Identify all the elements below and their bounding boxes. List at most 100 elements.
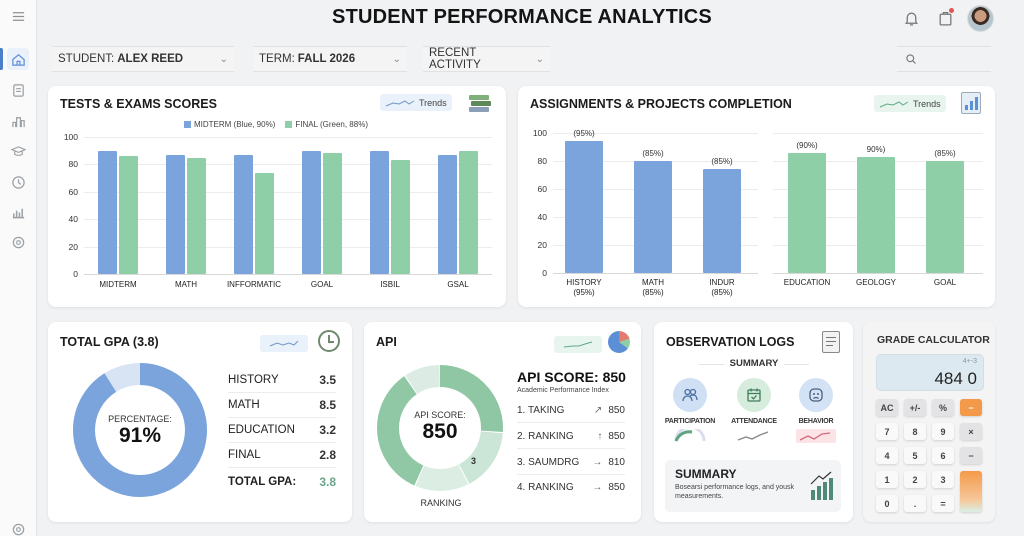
term-filter-label: TERM: — [259, 53, 295, 65]
gpa-trend-sparkline[interactable] — [260, 335, 308, 352]
trends-label: Trends — [913, 98, 941, 109]
gpa-percentage-value: 91% — [118, 424, 162, 447]
calc-key[interactable]: = — [932, 495, 954, 512]
clipboard-icon[interactable] — [935, 8, 955, 28]
bar-final[interactable] — [459, 150, 478, 274]
trend-arrow-icon: → — [592, 482, 603, 493]
bar-midterm[interactable] — [166, 154, 185, 274]
bar-value-label: (85%) — [642, 149, 664, 158]
bar-final[interactable] — [391, 160, 410, 274]
sidebar-item-bar-chart[interactable] — [7, 201, 29, 223]
calc-key[interactable]: 6 — [932, 447, 954, 464]
active-indicator — [0, 48, 3, 70]
sidebar-item-settings[interactable] — [7, 231, 29, 253]
trends-label: Trends — [419, 97, 447, 108]
search-icon — [906, 54, 916, 64]
api-segment-label: 3 — [471, 456, 477, 466]
student-filter[interactable]: STUDENT: ALEX REED ⌄ — [52, 46, 234, 72]
term-filter[interactable]: TERM: FALL 2026 ⌄ — [253, 46, 407, 72]
bar-midterm[interactable] — [370, 150, 389, 274]
bar-completion[interactable] — [788, 152, 826, 273]
calc-key[interactable]: AC — [876, 399, 898, 416]
bar-value-label: 90%) — [866, 144, 886, 154]
observation-summary-box: SUMMARY Bosearsi performance logs, and y… — [665, 460, 841, 512]
obs-participation[interactable]: PARTICIPATION — [658, 378, 722, 448]
tests-legend: MIDTERM (Blue, 90%) FINAL (Green, 88%) — [184, 120, 368, 129]
y-tick: 60 — [68, 186, 78, 197]
notification-dot — [949, 8, 954, 13]
bar-completion[interactable] — [703, 169, 741, 273]
bar-final[interactable] — [323, 153, 342, 274]
bell-icon[interactable] — [901, 8, 921, 28]
menu-icon[interactable] — [7, 5, 29, 27]
x-label: EDUCATION — [783, 278, 831, 287]
gridline — [84, 191, 492, 193]
calc-key[interactable]: 2 — [904, 471, 926, 488]
bar-final[interactable] — [119, 156, 138, 274]
x-label: MATH — [174, 280, 198, 289]
calc-key[interactable]: 9 — [932, 423, 954, 440]
summary-box-text: Bosearsi performance logs, and yousk mea… — [675, 484, 795, 500]
bar-completion[interactable] — [857, 156, 895, 273]
y-tick: 40 — [68, 214, 78, 225]
calc-key[interactable]: 3 — [932, 471, 954, 488]
bar-completion[interactable] — [926, 161, 964, 273]
calc-key[interactable]: . — [904, 495, 926, 512]
gridline — [773, 133, 983, 134]
gridline — [553, 273, 758, 274]
trend-arrow-icon: ↗ — [593, 404, 603, 416]
gridline — [553, 133, 758, 134]
calc-key[interactable]: − — [960, 447, 982, 464]
sidebar-item-buildings[interactable] — [7, 110, 29, 132]
calc-key[interactable]: 4 — [876, 447, 898, 464]
recent-activity-filter[interactable]: RECENT ACTIVITY ⌄ — [423, 46, 550, 72]
bar-midterm[interactable] — [234, 154, 253, 274]
api-trend-sparkline[interactable] — [554, 336, 602, 353]
calc-key[interactable]: − — [960, 399, 982, 416]
bar-completion[interactable] — [634, 161, 672, 273]
avatar[interactable] — [967, 5, 994, 32]
assignments-bar-chart: 0 20 40 60 80 100 (95%) HISTORY (95%) (85%) MATH (8… — [518, 86, 995, 307]
bar-midterm[interactable] — [98, 150, 117, 274]
sidebar-item-home[interactable] — [7, 48, 29, 70]
y-tick: 100 — [63, 132, 78, 142]
calc-key[interactable]: 5 — [904, 447, 926, 464]
x-label: HISTORY (95%) — [566, 278, 602, 297]
calculator-card: GRADE CALCULATOR 4+-3 484 0 AC +/-% −7 8 9 × 4… — [863, 322, 995, 522]
gridline — [84, 274, 492, 275]
recent-activity-label: RECENT ACTIVITY — [429, 47, 481, 71]
obs-behavior[interactable]: BEHAVIOR — [784, 378, 848, 448]
calc-key[interactable]: 8 — [904, 423, 926, 440]
calc-key[interactable]: 1 — [876, 471, 898, 488]
y-tick: 0 — [73, 269, 78, 279]
sidebar-item-documents[interactable] — [7, 79, 29, 101]
gpa-row-final: FINAL 2.8 — [228, 443, 336, 468]
obs-attendance[interactable]: ATTENDANCE — [722, 378, 786, 448]
calc-key[interactable]: × — [960, 423, 982, 440]
chevron-down-icon: ⌄ — [219, 53, 228, 65]
tests-card: TESTS & EXAMS SCORES Trends MIDTERM (Blu… — [48, 86, 506, 307]
assignments-title: ASSIGNMENTS & PROJECTS COMPLETION — [530, 97, 792, 111]
behavior-trend-icon — [796, 429, 836, 443]
sidebar-item-graduation[interactable] — [7, 140, 29, 162]
calc-key-enter[interactable] — [960, 471, 982, 512]
search-input[interactable] — [897, 46, 991, 72]
participation-gauge-icon — [674, 425, 706, 442]
assignments-trends-button[interactable]: Trends — [874, 95, 946, 112]
bar-completion[interactable] — [565, 141, 603, 273]
bar-midterm[interactable] — [438, 154, 457, 274]
calc-key[interactable]: % — [932, 399, 954, 416]
settings-bottom-icon[interactable] — [7, 518, 29, 536]
bar-final[interactable] — [187, 157, 206, 274]
x-label: GSAL — [447, 280, 469, 289]
calc-key[interactable]: +/- — [904, 399, 926, 416]
bar-final[interactable] — [255, 172, 274, 274]
sidebar-item-clock[interactable] — [7, 171, 29, 193]
calc-key[interactable]: 0 — [876, 495, 898, 512]
growth-chart-icon — [810, 471, 833, 500]
bar-midterm[interactable] — [302, 150, 321, 274]
calc-key[interactable]: 7 — [876, 423, 898, 440]
y-tick: 0 — [542, 268, 547, 278]
trend-arrow-icon: ↑ — [597, 430, 603, 442]
tests-trends-button[interactable]: Trends — [380, 94, 452, 111]
